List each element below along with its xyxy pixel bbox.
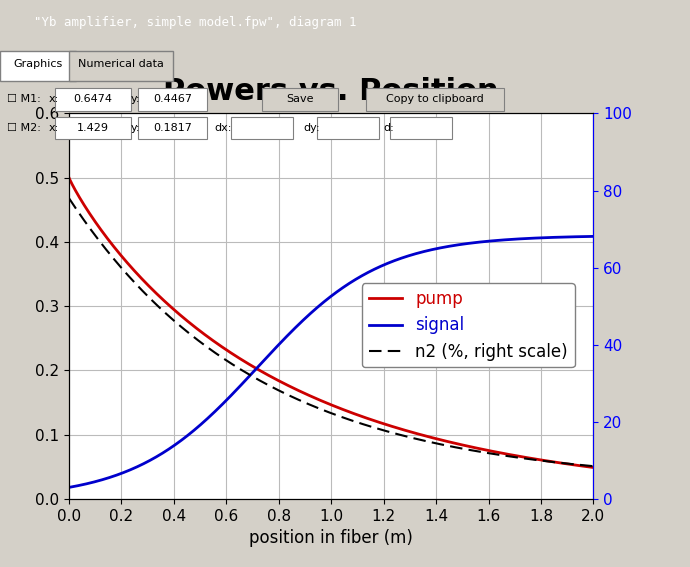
Title: Powers vs. Position: Powers vs. Position xyxy=(164,77,499,105)
FancyBboxPatch shape xyxy=(390,117,452,139)
Text: dx:: dx: xyxy=(214,122,231,133)
FancyBboxPatch shape xyxy=(55,88,131,111)
FancyBboxPatch shape xyxy=(138,88,207,111)
Legend: pump, signal, n2 (%, right scale): pump, signal, n2 (%, right scale) xyxy=(362,284,575,367)
Text: Copy to clipboard: Copy to clipboard xyxy=(386,94,484,104)
Text: dy:: dy: xyxy=(304,122,320,133)
Text: 0.1817: 0.1817 xyxy=(153,122,192,133)
FancyBboxPatch shape xyxy=(231,117,293,139)
Text: Graphics: Graphics xyxy=(13,60,63,69)
Text: 1.429: 1.429 xyxy=(77,122,109,133)
FancyBboxPatch shape xyxy=(262,88,338,111)
Text: d:: d: xyxy=(383,122,394,133)
Text: ☐ M2:: ☐ M2: xyxy=(7,122,41,133)
Text: Numerical data: Numerical data xyxy=(78,60,164,69)
Text: ☐ M1:: ☐ M1: xyxy=(7,94,41,104)
Text: y:: y: xyxy=(131,94,141,104)
FancyBboxPatch shape xyxy=(69,51,172,82)
FancyBboxPatch shape xyxy=(55,117,131,139)
Text: y:: y: xyxy=(131,122,141,133)
Text: x:: x: xyxy=(48,122,59,133)
X-axis label: position in fiber (m): position in fiber (m) xyxy=(249,529,413,547)
FancyBboxPatch shape xyxy=(366,88,504,111)
Text: 0.4467: 0.4467 xyxy=(153,94,192,104)
Text: Save: Save xyxy=(286,94,314,104)
FancyBboxPatch shape xyxy=(0,51,76,82)
FancyBboxPatch shape xyxy=(317,117,380,139)
Text: x:: x: xyxy=(48,94,59,104)
FancyBboxPatch shape xyxy=(138,117,207,139)
Text: 0.6474: 0.6474 xyxy=(74,94,112,104)
Text: "Yb amplifier, simple model.fpw", diagram 1: "Yb amplifier, simple model.fpw", diagra… xyxy=(34,16,357,29)
